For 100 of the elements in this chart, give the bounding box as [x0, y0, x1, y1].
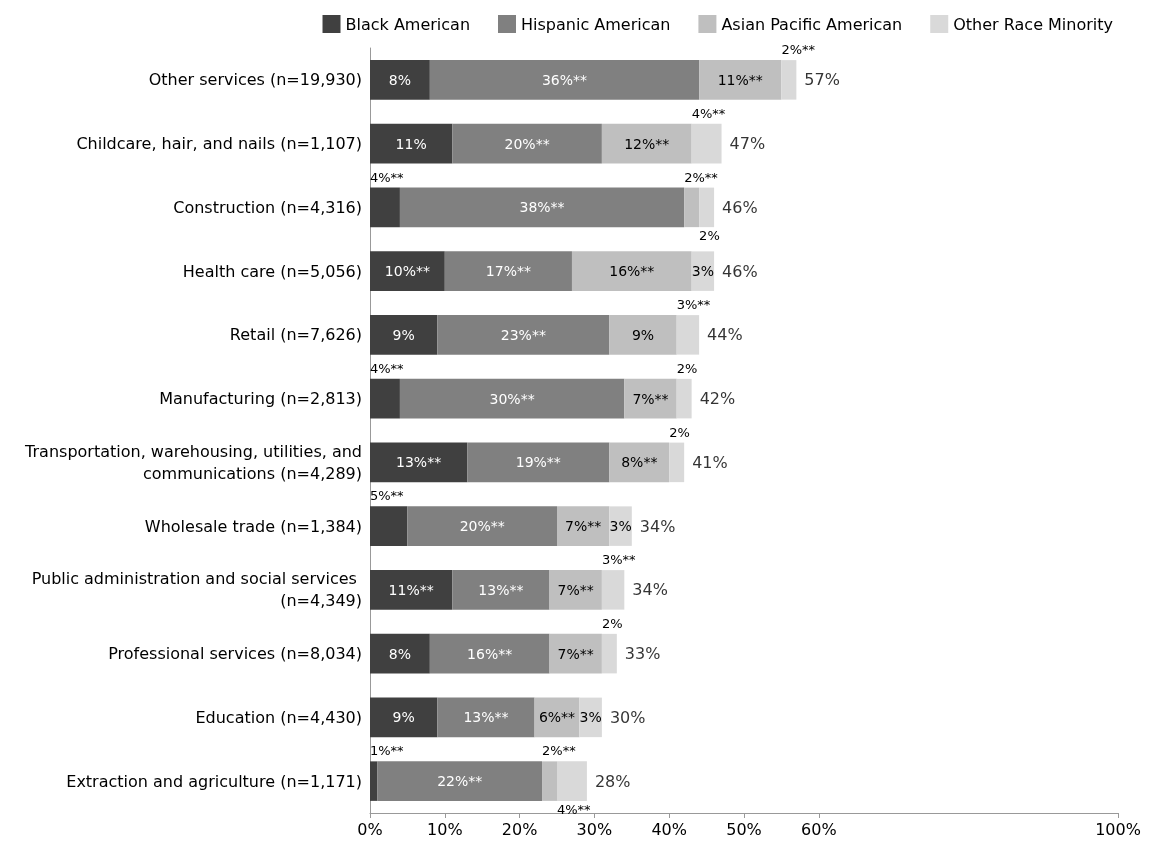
bar: [601, 570, 625, 610]
legend-label: Other Race Minority: [953, 14, 1114, 34]
data-label: 19%**: [515, 454, 561, 471]
total-label: 34%: [632, 580, 668, 600]
data-label: 4%**: [691, 105, 726, 121]
data-label: 10%**: [384, 263, 430, 280]
data-label: 8%**: [621, 454, 658, 471]
bar: [691, 123, 722, 164]
bar: [399, 187, 685, 228]
bar: [370, 123, 453, 164]
bar: [571, 251, 692, 291]
data-label: 2%: [669, 424, 690, 440]
bar: [370, 506, 408, 546]
total-label: 34%: [639, 516, 676, 536]
bar: [429, 633, 550, 674]
bar: [542, 761, 557, 801]
data-label: 7%**: [565, 518, 602, 535]
data-label: 2%: [601, 615, 623, 631]
y-tick-label: Health care (n=5,056): [182, 261, 362, 281]
bar: [601, 633, 617, 674]
data-label: 4%**: [557, 801, 592, 817]
bar: [444, 251, 572, 291]
legend-label: Hispanic American: [521, 14, 671, 34]
data-label: 7%**: [557, 581, 594, 598]
bar: [370, 187, 400, 228]
data-label: 11%: [395, 135, 427, 152]
x-tick-label: 20%: [501, 819, 538, 839]
data-label: 11%**: [717, 71, 763, 88]
bar: [676, 378, 692, 419]
bar: [370, 761, 378, 801]
data-label: 9%: [631, 326, 655, 343]
total-label: 33%: [624, 644, 661, 664]
bar: [370, 378, 400, 419]
total-label: 44%: [707, 325, 743, 345]
data-label: 13%**: [463, 709, 509, 726]
bar: [624, 378, 677, 419]
data-label: 8%: [388, 645, 412, 662]
total-label: 57%: [804, 70, 840, 90]
data-label: 20%**: [459, 518, 505, 535]
y-tick-label: Transportation, warehousing, utilities, and communications (n=4,289): [24, 441, 362, 483]
data-label: 30%**: [489, 390, 535, 407]
y-tick-label: Other services (n=19,930): [148, 70, 362, 90]
x-tick-label: 50%: [726, 819, 762, 839]
bar: [557, 761, 587, 801]
bar: [467, 442, 610, 483]
data-label: 2%**: [781, 42, 816, 58]
y-tick-label: Construction (n=4,316): [173, 197, 362, 217]
bar: [370, 442, 468, 483]
y-tick-label: Manufacturing (n=2,813): [159, 389, 362, 409]
data-label: 12%**: [624, 135, 670, 152]
bar: [407, 506, 557, 546]
data-label: 2%: [676, 360, 698, 376]
data-label: 2%**: [542, 743, 577, 759]
data-label: 2%: [699, 228, 720, 244]
data-label: 6%**: [538, 709, 576, 726]
data-label: 7%**: [557, 645, 594, 662]
data-label: 20%**: [504, 135, 550, 152]
data-label: 1%**: [370, 743, 405, 759]
y-tick-label: Education (n=4,430): [195, 707, 362, 727]
data-label: 3%: [579, 709, 602, 726]
x-tick-label: 40%: [651, 819, 687, 839]
bar: [452, 123, 602, 164]
data-label: 7%**: [632, 390, 669, 407]
x-tick-label: 0%: [357, 819, 383, 839]
bar: [549, 570, 602, 610]
data-label: 16%**: [609, 263, 655, 280]
bar: [601, 123, 692, 164]
bar: [399, 378, 625, 419]
data-label: 22%**: [437, 773, 483, 790]
bar: [781, 60, 797, 100]
legend-label: Black American: [345, 14, 471, 34]
data-label: 5%**: [370, 488, 405, 504]
total-label: 41%: [692, 452, 728, 472]
y-tick-label: Public administration and social services (n=4,349): [31, 569, 362, 611]
data-label: 23%**: [500, 326, 546, 343]
data-label: 3%**: [676, 297, 711, 313]
data-label: 36%**: [541, 71, 588, 88]
data-label: 3%: [609, 518, 632, 535]
bar: [370, 251, 445, 291]
data-label: 16%**: [467, 645, 513, 662]
bar: [609, 315, 677, 355]
bar: [676, 315, 700, 355]
bar: [452, 570, 550, 610]
y-tick-label: Professional services (n=8,034): [108, 644, 362, 664]
bar: [609, 442, 670, 483]
data-label: 11%**: [388, 581, 434, 598]
bar: [669, 442, 685, 483]
y-tick-label: Wholesale trade (n=1,384): [144, 516, 362, 536]
bar: [437, 697, 535, 738]
x-tick-label: 30%: [576, 819, 613, 839]
data-label: 8%: [388, 71, 412, 88]
total-label: 28%: [594, 771, 631, 791]
bar: [370, 60, 430, 100]
data-label: 13%**: [396, 454, 442, 471]
bar: [370, 697, 438, 738]
bar: [699, 187, 715, 228]
x-tick-label: 10%: [427, 819, 463, 839]
bar: [699, 60, 782, 100]
data-label: 3%: [691, 263, 714, 280]
bar: [684, 187, 700, 228]
